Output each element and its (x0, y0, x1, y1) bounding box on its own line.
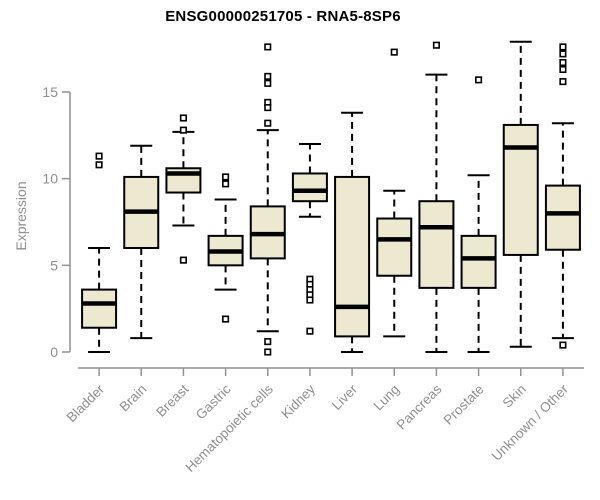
box-liver (334, 175, 371, 338)
outlier-breast (179, 256, 187, 264)
outlier-gastric (222, 173, 230, 181)
chart-title: ENSG00000251705 - RNA5-8SP6 (165, 8, 401, 25)
outlier-hematopoietic-cells (264, 119, 272, 127)
box-kidney (291, 172, 328, 203)
x-tick-label-breast: Breast (153, 381, 191, 419)
outlier-gastric (222, 315, 230, 323)
outlier-bladder (95, 152, 103, 160)
outlier-lung (390, 48, 398, 56)
x-tick-label-kidney: Kidney (278, 381, 318, 421)
outlier-breast (179, 126, 187, 134)
outlier-gastric (222, 180, 230, 188)
box-pancreas (418, 200, 455, 289)
y-tick-label-10: 10 (42, 171, 58, 187)
outlier-hematopoietic-cells (264, 43, 272, 51)
x-tick-label-liver: Liver (329, 381, 361, 413)
box-skin (502, 123, 539, 256)
x-tick-label-lung: Lung (371, 382, 403, 414)
x-tick-label-bladder: Bladder (64, 381, 108, 425)
outlier-hematopoietic-cells (264, 104, 272, 112)
outlier-kidney (306, 296, 314, 304)
outlier-unknown-other (559, 78, 567, 86)
outlier-hematopoietic-cells (264, 79, 272, 87)
outlier-pancreas (432, 41, 440, 49)
box-prostate (460, 234, 497, 289)
y-tick-label-5: 5 (50, 257, 58, 273)
outlier-unknown-other (559, 58, 567, 67)
outlier-prostate (475, 76, 483, 84)
x-tick-label-prostate: Prostate (441, 382, 487, 428)
box-unknown-other (544, 184, 581, 251)
outlier-hematopoietic-cells (264, 338, 272, 346)
outlier-unknown-other (559, 43, 567, 51)
outlier-unknown-other (559, 65, 567, 74)
box-bladder (81, 288, 118, 329)
outlier-unknown-other (559, 341, 567, 349)
outlier-hematopoietic-cells (264, 348, 272, 356)
box-lung (376, 217, 413, 277)
x-tick-label-brain: Brain (116, 382, 149, 415)
x-tick-label-skin: Skin (500, 382, 529, 411)
outlier-bladder (95, 161, 103, 169)
x-tick-label-unknown-other: Unknown / Other (489, 381, 572, 464)
y-tick-label-0: 0 (50, 344, 58, 360)
outlier-breast (179, 114, 187, 122)
outlier-hematopoietic-cells (264, 72, 272, 80)
x-tick-label-gastric: Gastric (193, 381, 234, 422)
x-tick-label-pancreas: Pancreas (394, 381, 445, 432)
y-tick-label-15: 15 (42, 84, 58, 100)
outlier-unknown-other (559, 50, 567, 58)
outlier-kidney (306, 327, 314, 335)
